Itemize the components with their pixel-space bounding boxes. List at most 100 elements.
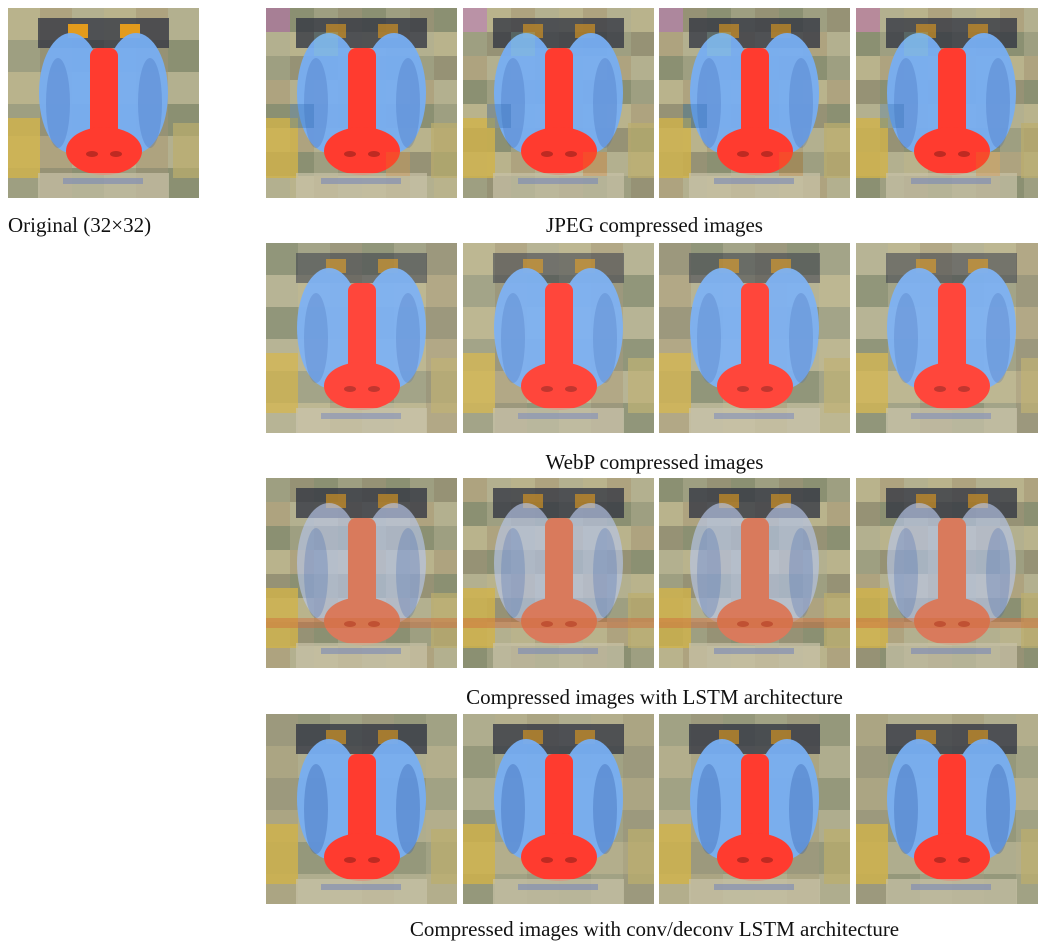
jpeg-artifact-block <box>463 8 487 32</box>
fur-block <box>1024 574 1038 598</box>
left-cheek-shade <box>46 58 70 148</box>
chin-beard <box>296 879 427 904</box>
mouth-line <box>321 413 401 419</box>
fur-block <box>631 646 654 668</box>
fur-block <box>659 80 683 104</box>
chin-beard <box>493 408 624 433</box>
fur-block <box>266 275 298 307</box>
fur-block <box>434 550 457 574</box>
left-cheek <box>494 268 558 388</box>
fur-block <box>659 275 691 307</box>
lstm-image-4 <box>856 478 1038 668</box>
left-nostril <box>737 151 749 157</box>
fur-block <box>827 176 850 198</box>
fur-block <box>434 56 457 80</box>
nose-bridge <box>545 48 573 143</box>
left-cheek-shade <box>894 293 918 383</box>
lstm-artifact-band <box>463 618 654 628</box>
fur-block <box>856 275 888 307</box>
lstm-artifact-band <box>266 618 457 628</box>
lstm-image-3 <box>659 478 850 668</box>
fur-block <box>1016 714 1038 746</box>
left-cheek <box>297 33 361 153</box>
muzzle <box>324 127 400 175</box>
muzzle <box>914 833 990 881</box>
fur-block <box>463 478 487 502</box>
fur-block <box>631 80 654 104</box>
muzzle <box>717 362 793 410</box>
jpeg-artifact-block <box>779 152 803 176</box>
fur-block <box>659 778 691 810</box>
fur-block <box>1000 152 1024 176</box>
right-nostril <box>761 386 773 392</box>
conv-deconv-lstm-image-1-drawing <box>266 714 457 904</box>
mouth-line <box>321 884 401 890</box>
fur-block <box>827 526 850 550</box>
fur-block <box>266 502 290 526</box>
muzzle <box>717 127 793 175</box>
mouth-line <box>714 884 794 890</box>
fur-block <box>266 478 290 502</box>
side-patch-right <box>1021 358 1038 413</box>
lstm-image-4-drawing <box>856 478 1038 668</box>
fur-block <box>463 646 487 668</box>
original-image-drawing <box>8 8 199 198</box>
right-cheek-shade <box>593 528 617 618</box>
nose-bridge <box>741 754 769 849</box>
right-nostril <box>368 151 380 157</box>
right-cheek <box>755 503 819 623</box>
chin-beard <box>296 643 427 668</box>
fur-block <box>631 104 654 128</box>
fur-block <box>426 243 457 275</box>
fur-block <box>659 176 683 198</box>
fur-block <box>819 746 850 778</box>
conv-deconv-lstm-image-4-drawing <box>856 714 1038 904</box>
fur-block <box>623 307 654 339</box>
fur-block <box>1016 778 1038 810</box>
left-nostril <box>344 621 356 627</box>
side-patch-right <box>173 123 199 178</box>
left-nostril <box>541 151 553 157</box>
fur-block <box>827 550 850 574</box>
right-nostril <box>958 151 970 157</box>
jpeg-artifact-block <box>583 152 607 176</box>
nose-bridge <box>545 283 573 378</box>
side-patch-right <box>431 829 457 884</box>
fur-block <box>1024 176 1038 198</box>
fur-block <box>463 275 495 307</box>
right-nostril <box>761 151 773 157</box>
fur-block <box>631 32 654 56</box>
muzzle <box>914 127 990 175</box>
fur-block <box>266 646 290 668</box>
conv-deconv-lstm-image-2 <box>463 714 654 904</box>
webp-image-1-drawing <box>266 243 457 433</box>
webp-image-4-drawing <box>856 243 1038 433</box>
fur-block <box>827 56 850 80</box>
fur-block <box>1024 56 1038 80</box>
fur-block <box>410 622 434 646</box>
right-nostril <box>368 621 380 627</box>
left-cheek <box>690 739 754 859</box>
left-cheek <box>887 268 951 388</box>
muzzle <box>521 833 597 881</box>
right-cheek-shade <box>789 58 813 148</box>
lstm-image-1-drawing <box>266 478 457 668</box>
left-nostril <box>934 621 946 627</box>
fur-block <box>266 8 290 32</box>
jpeg-row-caption: JPEG compressed images <box>546 213 763 237</box>
chin-beard <box>493 879 624 904</box>
fur-block <box>434 104 457 128</box>
fur-block <box>819 307 850 339</box>
side-patch-right <box>431 123 457 178</box>
fur-block <box>856 56 880 80</box>
fur-block <box>659 8 683 32</box>
fur-block <box>463 502 487 526</box>
right-cheek <box>755 739 819 859</box>
left-cheek <box>297 268 361 388</box>
webp-image-4 <box>856 243 1038 433</box>
left-nostril <box>934 151 946 157</box>
right-cheek <box>362 268 426 388</box>
nose-bridge <box>348 48 376 143</box>
right-nostril <box>761 857 773 863</box>
fur-block <box>1024 32 1038 56</box>
